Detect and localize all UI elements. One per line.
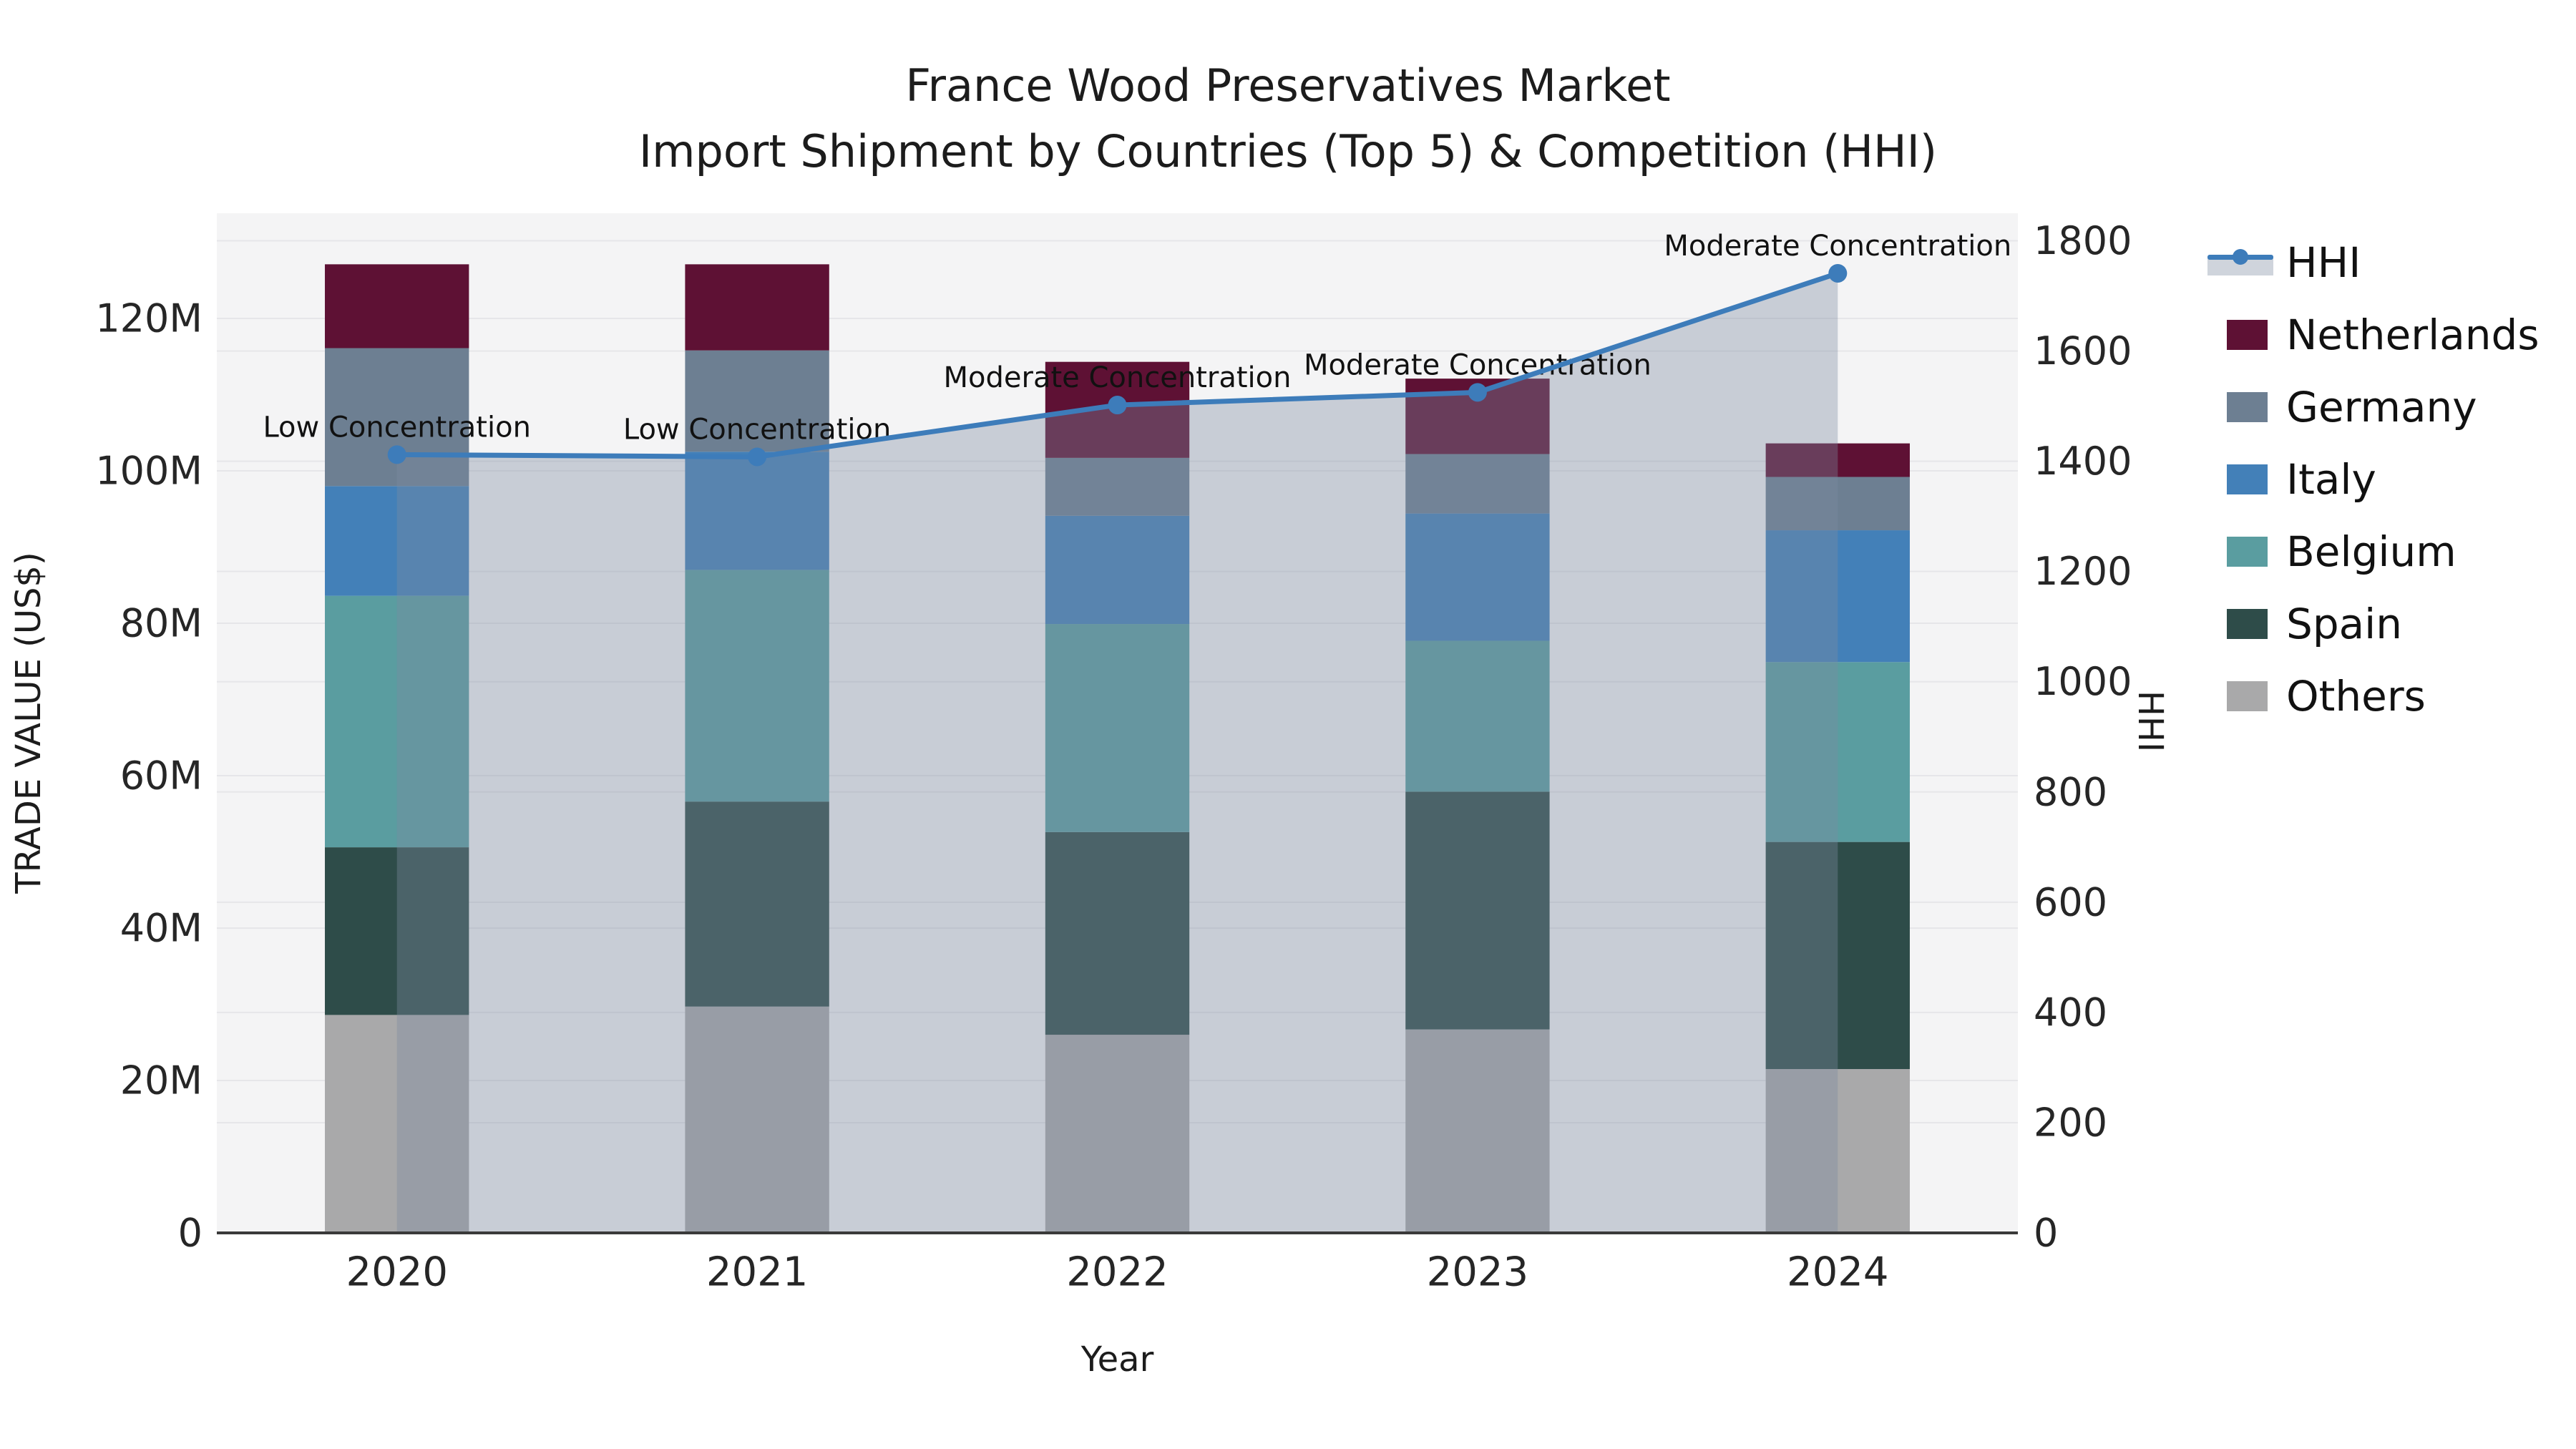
y-axis-label-right: HHI [2130, 690, 2170, 753]
legend-swatch-others [2207, 675, 2273, 718]
y-right-tick-1400: 1400 [2034, 439, 2132, 484]
y-left-tick-120M: 120M [95, 296, 203, 341]
annotation-2020: Low Concentration [263, 411, 530, 444]
y-right-tick-200: 200 [2034, 1100, 2107, 1145]
hhi-marker-2024 [1828, 263, 1848, 283]
legend-item-germany: Germany [2207, 371, 2540, 443]
bar-segment-italy-2024 [1765, 530, 1910, 663]
y-right-tick-1000: 1000 [2034, 659, 2132, 704]
bar-segment-italy-2022 [1045, 515, 1190, 625]
y-left-tick-20M: 20M [120, 1058, 203, 1103]
y-right-tick-600: 600 [2034, 879, 2107, 924]
legend-item-hhi: HHI [2207, 226, 2540, 298]
y-right-tick-400: 400 [2034, 990, 2107, 1035]
x-axis-label: Year [1080, 1340, 1154, 1380]
legend-swatch-germany [2207, 386, 2273, 429]
y-axis-label-left: TRADE VALUE (US$) [9, 552, 49, 894]
legend-item-spain: Spain [2207, 587, 2540, 660]
y-left-tick-0: 0 [178, 1211, 203, 1256]
legend-hhi-line-icon [2207, 241, 2273, 284]
legend-label: HHI [2286, 238, 2361, 287]
bar-segment-germany-2022 [1045, 457, 1190, 516]
legend-swatch-spain [2207, 602, 2273, 645]
hhi-area [396, 273, 1838, 1233]
legend-label: Italy [2286, 454, 2376, 504]
legend-swatch-belgium [2207, 530, 2273, 573]
bar-segment-spain-2023 [1405, 791, 1550, 1030]
chart-title-line1: France Wood Preservatives Market [905, 59, 1671, 112]
bar-segment-netherlands-2021 [685, 264, 829, 351]
legend-item-belgium: Belgium [2207, 515, 2540, 587]
bar-segment-others-2021 [685, 1006, 829, 1233]
bar-segment-belgium-2022 [1045, 624, 1190, 832]
legend-label: Belgium [2286, 527, 2457, 576]
bar-segment-belgium-2024 [1765, 662, 1910, 842]
legend-item-italy: Italy [2207, 443, 2540, 515]
legend-label: Others [2286, 671, 2426, 721]
y-right-tick-1600: 1600 [2034, 328, 2132, 374]
chart-title-line2: Import Shipment by Countries (Top 5) & C… [638, 125, 1938, 177]
x-tick-2021: 2021 [706, 1249, 809, 1296]
y-right-tick-1800: 1800 [2034, 218, 2132, 263]
annotation-2021: Low Concentration [623, 413, 891, 446]
bar-segment-belgium-2023 [1405, 640, 1550, 792]
legend-swatch-italy [2207, 458, 2273, 501]
bar-segment-others-2023 [1405, 1029, 1550, 1233]
hhi-marker-2020 [387, 445, 406, 464]
x-tick-2022: 2022 [1066, 1249, 1169, 1296]
x-tick-2024: 2024 [1787, 1249, 1889, 1296]
bar-segment-italy-2020 [325, 486, 469, 596]
hhi-marker-2023 [1468, 383, 1487, 402]
legend-label: Spain [2286, 599, 2403, 648]
bar-segment-spain-2020 [325, 847, 469, 1015]
legend-label: Netherlands [2286, 310, 2540, 359]
bar-segment-netherlands-2024 [1765, 443, 1910, 477]
legend-item-netherlands: Netherlands [2207, 298, 2540, 371]
legend-label: Germany [2286, 382, 2477, 431]
bar-segment-italy-2021 [685, 452, 829, 570]
bar-segment-others-2022 [1045, 1035, 1190, 1233]
bar-segment-italy-2023 [1405, 513, 1550, 641]
bar-segment-belgium-2020 [325, 595, 469, 848]
y-left-tick-80M: 80M [120, 600, 203, 645]
bar-segment-germany-2021 [685, 350, 829, 452]
y-left-tick-60M: 60M [120, 753, 203, 798]
y-right-tick-1200: 1200 [2034, 549, 2132, 594]
bar-segment-belgium-2021 [685, 570, 829, 802]
legend-item-others: Others [2207, 660, 2540, 732]
hhi-marker-2021 [748, 447, 767, 467]
x-tick-2023: 2023 [1427, 1249, 1529, 1296]
annotation-2022: Moderate Concentration [944, 361, 1292, 394]
x-tick-2020: 2020 [346, 1249, 448, 1296]
annotation-2024: Moderate Concentration [1664, 230, 2011, 263]
y-right-tick-800: 800 [2034, 769, 2107, 814]
bar-segment-germany-2024 [1765, 477, 1910, 531]
y-right-tick-0: 0 [2034, 1211, 2058, 1256]
bar-segment-others-2024 [1765, 1069, 1910, 1233]
y-left-tick-40M: 40M [120, 905, 203, 950]
legend: HHI Netherlands Germany Italy Belgium Spain Ot… [2207, 226, 2540, 732]
y-left-tick-100M: 100M [95, 448, 203, 493]
bar-segment-netherlands-2020 [325, 264, 469, 348]
bar-segment-spain-2024 [1765, 841, 1910, 1070]
hhi-marker-2022 [1108, 396, 1127, 415]
bar-segment-spain-2022 [1045, 831, 1190, 1035]
bar-segment-others-2020 [325, 1015, 469, 1233]
bar-segment-spain-2021 [685, 801, 829, 1007]
bar-segment-germany-2023 [1405, 454, 1550, 514]
legend-swatch-netherlands [2207, 313, 2273, 356]
